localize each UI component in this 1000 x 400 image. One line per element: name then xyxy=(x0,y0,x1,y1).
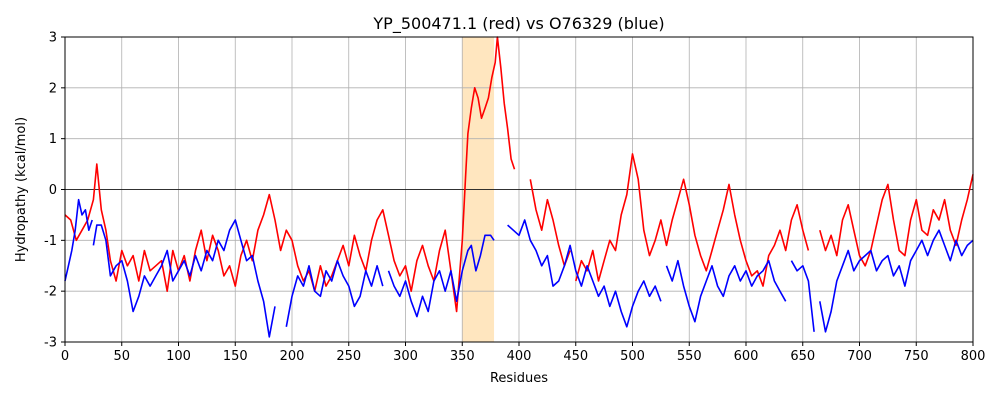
x-tick-label: 150 xyxy=(223,349,248,364)
x-tick-label: 250 xyxy=(336,349,361,364)
x-tick-label: 600 xyxy=(734,349,759,364)
series-2-line-segment xyxy=(285,259,384,327)
x-tick-label: 50 xyxy=(113,349,130,364)
y-tick-label: -2 xyxy=(44,285,57,300)
series-2 xyxy=(64,198,974,338)
series-2-line-segment xyxy=(819,229,974,333)
series-layer xyxy=(64,36,974,338)
series-2-line-segment xyxy=(387,234,495,318)
series-2-line-segment xyxy=(790,260,815,332)
x-tick-label: 650 xyxy=(790,349,815,364)
x-tick-label: 450 xyxy=(563,349,588,364)
y-tick-label: 3 xyxy=(49,31,57,46)
x-tick-label: 550 xyxy=(677,349,702,364)
x-axis-label: Residues xyxy=(490,371,548,386)
series-1-line-segment xyxy=(575,153,810,287)
x-tick-label: 350 xyxy=(450,349,475,364)
chart-title: YP_500471.1 (red) vs O76329 (blue) xyxy=(372,14,664,34)
series-2-line-segment xyxy=(64,198,93,282)
x-tick-label: 300 xyxy=(393,349,418,364)
x-tick-label: 200 xyxy=(280,349,305,364)
series-1-line-segment xyxy=(529,179,571,267)
series-1-line-segment xyxy=(819,174,974,267)
x-tick-label: 0 xyxy=(61,349,69,364)
x-tick-label: 800 xyxy=(961,349,986,364)
y-tick-label: -1 xyxy=(44,234,57,249)
x-tick-label: 400 xyxy=(507,349,532,364)
tick-layer: 0 50 100 150 200 250 300 350 400 450 500 550 600 650 7… xyxy=(44,31,985,365)
y-tick-label: 2 xyxy=(49,81,57,96)
y-tick-label: 0 xyxy=(49,183,57,198)
series-2-line-segment xyxy=(507,219,662,328)
y-tick-label: 1 xyxy=(49,132,57,147)
y-tick-label: -3 xyxy=(44,336,57,351)
x-tick-label: 100 xyxy=(166,349,191,364)
series-2-line-segment xyxy=(92,219,276,338)
y-axis-label: Hydropathy (kcal/mol) xyxy=(14,117,29,262)
x-tick-label: 500 xyxy=(620,349,645,364)
series-2-line-segment xyxy=(665,259,787,323)
x-tick-label: 750 xyxy=(904,349,929,364)
x-tick-label: 700 xyxy=(847,349,872,364)
